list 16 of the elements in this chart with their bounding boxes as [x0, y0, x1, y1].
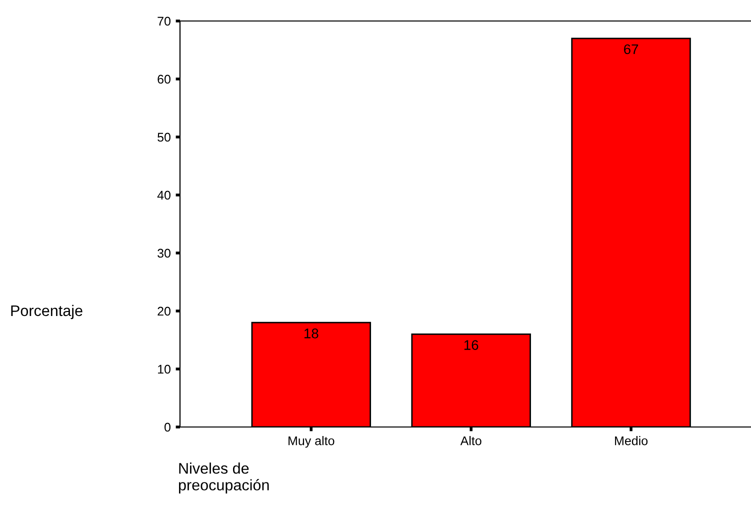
y-tick-label: 70	[158, 16, 170, 26]
x-axis-title: Niveles de preocupación	[178, 462, 269, 494]
x-tick-label: Medio	[615, 436, 648, 446]
y-tick-label: 10	[158, 364, 170, 374]
y-axis-title: Porcentaje	[11, 304, 82, 320]
data-label: 67	[624, 44, 638, 54]
y-tick-label: 40	[157, 190, 170, 200]
y-tick-label: 20	[158, 306, 170, 316]
x-tick-label: Muy alto	[288, 436, 334, 448]
data-label: 16	[464, 340, 478, 350]
y-tick-label: 30	[158, 248, 170, 258]
x-tick-label: Alto	[460, 436, 482, 446]
y-tick-label: 50	[158, 132, 170, 142]
y-tick-label: 60	[158, 74, 170, 84]
y-tick-label: 0	[164, 422, 170, 432]
data-label: 18	[304, 328, 318, 338]
